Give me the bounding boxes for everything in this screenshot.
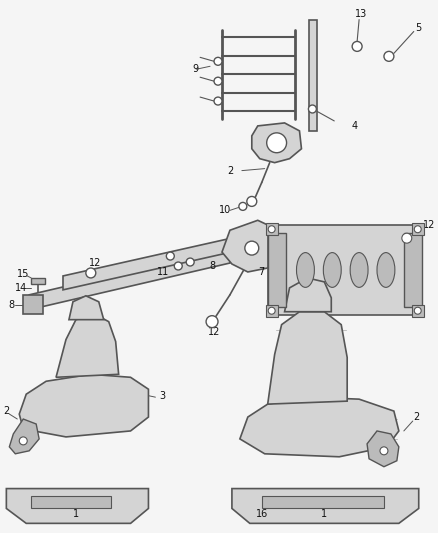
Polygon shape: [63, 232, 258, 290]
Polygon shape: [412, 223, 424, 235]
Ellipse shape: [350, 253, 368, 287]
Polygon shape: [69, 296, 104, 320]
Circle shape: [414, 307, 421, 314]
Circle shape: [402, 233, 412, 243]
Polygon shape: [285, 278, 331, 312]
Polygon shape: [367, 431, 399, 467]
Polygon shape: [268, 225, 422, 314]
Circle shape: [268, 226, 275, 233]
Polygon shape: [262, 496, 384, 508]
Circle shape: [19, 437, 27, 445]
Polygon shape: [240, 397, 399, 457]
Polygon shape: [268, 233, 286, 307]
Polygon shape: [222, 220, 278, 272]
Text: 9: 9: [192, 64, 198, 74]
Polygon shape: [404, 233, 422, 307]
Circle shape: [247, 197, 257, 206]
Text: 13: 13: [355, 9, 367, 19]
Circle shape: [239, 203, 247, 211]
Text: 8: 8: [209, 261, 215, 271]
Circle shape: [380, 447, 388, 455]
Text: 2: 2: [413, 412, 420, 422]
Circle shape: [214, 77, 222, 85]
Text: 1: 1: [73, 510, 79, 520]
Polygon shape: [23, 295, 43, 314]
Text: 11: 11: [157, 267, 170, 277]
Polygon shape: [268, 312, 347, 404]
Ellipse shape: [377, 253, 395, 287]
Polygon shape: [266, 223, 278, 235]
Text: 5: 5: [416, 22, 422, 33]
Text: 7: 7: [258, 267, 265, 277]
Polygon shape: [412, 305, 424, 317]
Ellipse shape: [323, 253, 341, 287]
Polygon shape: [232, 489, 419, 523]
Circle shape: [268, 307, 275, 314]
Text: 3: 3: [159, 391, 166, 401]
Polygon shape: [29, 248, 230, 310]
Circle shape: [186, 258, 194, 266]
Polygon shape: [266, 305, 278, 317]
Circle shape: [214, 97, 222, 105]
Text: 8: 8: [8, 300, 14, 310]
Text: 2: 2: [3, 406, 10, 416]
Polygon shape: [7, 489, 148, 523]
Circle shape: [308, 105, 316, 113]
Circle shape: [267, 133, 286, 153]
Circle shape: [384, 51, 394, 61]
Circle shape: [206, 316, 218, 328]
Text: 6: 6: [286, 257, 293, 267]
Circle shape: [174, 262, 182, 270]
Text: 4: 4: [351, 121, 357, 131]
Text: 15: 15: [17, 269, 29, 279]
Text: 12: 12: [88, 258, 101, 268]
Text: 10: 10: [219, 205, 231, 215]
Circle shape: [86, 268, 96, 278]
Text: 14: 14: [15, 283, 28, 293]
Text: 16: 16: [256, 510, 268, 520]
Text: 12: 12: [423, 220, 435, 230]
Text: 1: 1: [321, 510, 327, 520]
Text: 12: 12: [208, 327, 220, 336]
Polygon shape: [56, 314, 119, 377]
Circle shape: [214, 58, 222, 65]
Circle shape: [245, 241, 259, 255]
Circle shape: [352, 42, 362, 51]
Polygon shape: [309, 20, 318, 131]
Polygon shape: [252, 123, 301, 163]
Polygon shape: [31, 278, 45, 284]
Circle shape: [414, 226, 421, 233]
Ellipse shape: [297, 253, 314, 287]
Circle shape: [166, 252, 174, 260]
Polygon shape: [19, 374, 148, 437]
Polygon shape: [9, 419, 39, 454]
Polygon shape: [31, 496, 111, 508]
Text: 2: 2: [227, 166, 233, 175]
